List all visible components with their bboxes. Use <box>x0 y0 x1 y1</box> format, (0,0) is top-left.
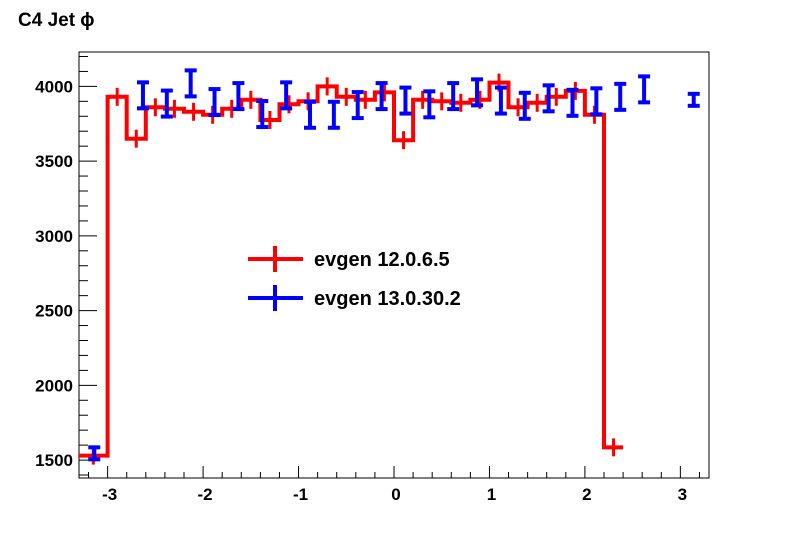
x-tick-label: 1 <box>487 485 496 504</box>
y-tick-label: 2500 <box>35 302 73 321</box>
x-tick-label: 3 <box>678 485 687 504</box>
y-tick-label: 3000 <box>35 227 73 246</box>
x-axis: -3 -2 -1 0 1 2 3 <box>88 466 700 504</box>
y-tick-label: 4000 <box>35 77 73 96</box>
legend-label: evgen 13.0.30.2 <box>314 288 461 310</box>
x-tick-label: -2 <box>198 485 213 504</box>
x-tick-label: 2 <box>582 485 591 504</box>
legend: evgen 12.0.6.5 evgen 13.0.30.2 <box>248 246 461 311</box>
chart-title: C4 Jet ϕ <box>18 10 95 31</box>
x-tick-label: -1 <box>293 485 308 504</box>
x-tick-label: -3 <box>102 485 117 504</box>
y-tick-label: 1500 <box>35 451 73 470</box>
legend-label: evgen 12.0.6.5 <box>314 249 450 271</box>
x-tick-label: 0 <box>391 485 400 504</box>
y-tick-label: 2000 <box>35 376 73 395</box>
series-evgen-13 <box>88 68 700 462</box>
y-tick-label: 3500 <box>35 152 73 171</box>
y-axis: 1500 2000 2500 3000 3500 4000 <box>35 55 97 476</box>
